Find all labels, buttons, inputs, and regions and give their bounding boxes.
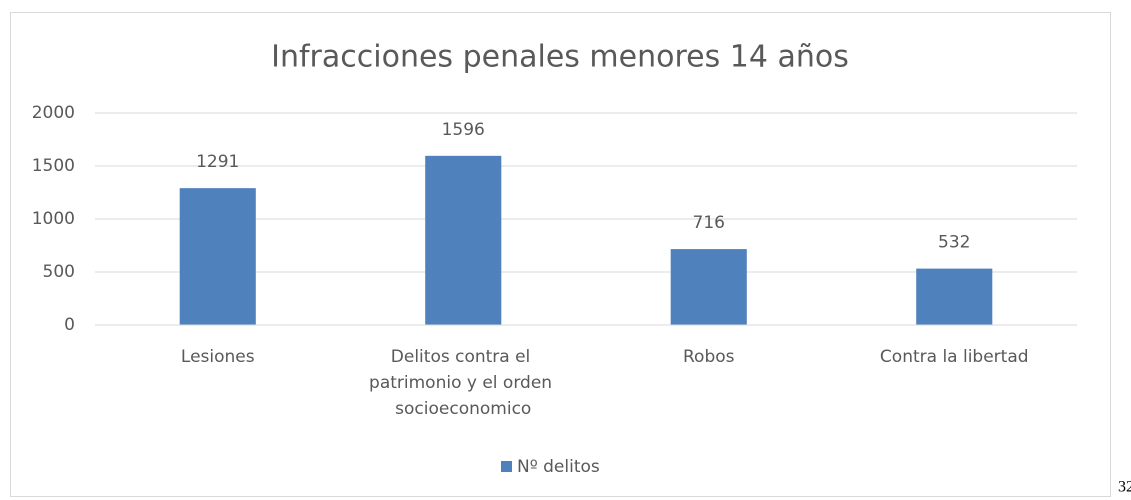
data-label: 1291 <box>196 152 239 172</box>
chart-frame <box>10 12 1111 497</box>
x-tick-label: Contra la libertad <box>880 347 1029 367</box>
x-tick-label: Delitos contra el patrimonio y el orden … <box>369 347 557 419</box>
y-tick-label: 500 <box>43 262 75 282</box>
x-tick-label: Robos <box>683 347 735 367</box>
bar <box>179 188 256 325</box>
y-tick-label: 1500 <box>32 156 75 176</box>
x-tick-label: Lesiones <box>181 347 255 367</box>
data-label: 716 <box>693 213 725 233</box>
bar <box>916 268 993 325</box>
chart-title: Infracciones penales menores 14 años <box>271 40 849 75</box>
bar <box>425 155 502 325</box>
y-tick-label: 1000 <box>32 209 75 229</box>
y-tick-label: 0 <box>64 315 75 335</box>
data-label: 532 <box>938 233 970 253</box>
legend-label: Nº delitos <box>517 457 600 477</box>
page-number: 32 <box>1118 479 1131 496</box>
y-tick-label: 2000 <box>32 103 75 123</box>
bar <box>670 249 747 325</box>
legend-swatch <box>501 461 512 472</box>
data-label: 1596 <box>442 120 485 140</box>
